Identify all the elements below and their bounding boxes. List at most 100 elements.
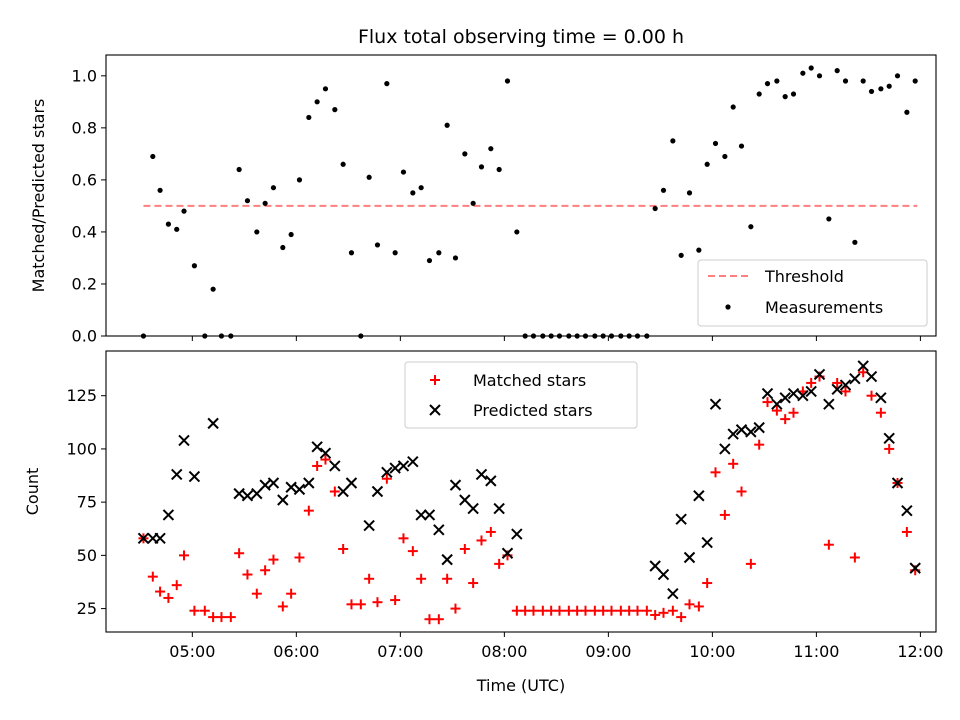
matched-star-point bbox=[433, 614, 444, 625]
measurement-point bbox=[444, 122, 450, 128]
predicted-star-point bbox=[745, 426, 757, 438]
measurement-point bbox=[670, 138, 676, 144]
measurement-point bbox=[322, 86, 329, 92]
measurement-point bbox=[236, 166, 242, 173]
measurement-point bbox=[816, 73, 823, 79]
matched-star-point bbox=[806, 377, 817, 388]
legend-measurements-label: Measurements bbox=[765, 298, 883, 317]
measurement-point bbox=[426, 257, 433, 264]
measurement-point bbox=[782, 94, 788, 100]
predicted-star-point bbox=[701, 536, 713, 549]
measurement-point bbox=[834, 68, 840, 74]
matched-star-point bbox=[372, 597, 383, 608]
top-y-axis-label: Matched/Predicted stars bbox=[29, 99, 48, 293]
measurement-point bbox=[800, 70, 806, 76]
top-y-tick-label: 0.6 bbox=[72, 170, 97, 189]
top-y-tick-label: 0.8 bbox=[72, 118, 97, 137]
legend-threshold-label: Threshold bbox=[764, 267, 844, 286]
matched-star-point bbox=[242, 569, 253, 580]
predicted-star-point bbox=[381, 466, 393, 479]
measurement-point bbox=[808, 65, 814, 71]
legend-predicted-swatch bbox=[429, 404, 441, 416]
predicted-star-point bbox=[467, 502, 479, 515]
measurement-point bbox=[894, 73, 901, 79]
measurement-point bbox=[756, 91, 762, 97]
matched-star-point bbox=[684, 599, 695, 610]
predicted-star-point bbox=[407, 455, 419, 468]
matched-star-point bbox=[606, 605, 617, 616]
measurement-point bbox=[790, 91, 797, 97]
predicted-star-point bbox=[875, 392, 887, 404]
measurement-point bbox=[904, 109, 910, 115]
matched-star-point bbox=[719, 509, 730, 520]
matched-star-point bbox=[580, 605, 591, 616]
predicted-star-point bbox=[657, 568, 670, 581]
measurement-point bbox=[400, 169, 407, 175]
measurement-point bbox=[244, 198, 251, 204]
matched-star-point bbox=[225, 612, 236, 623]
predicted-star-point bbox=[319, 447, 332, 459]
measurement-point bbox=[392, 250, 398, 256]
measurement-point bbox=[514, 229, 520, 235]
matched-star-point bbox=[234, 548, 245, 559]
predicted-star-point bbox=[233, 487, 245, 500]
measurement-point bbox=[165, 221, 172, 227]
bottom-x-tick-label: 10:00 bbox=[689, 642, 735, 661]
predicted-star-point bbox=[162, 509, 175, 521]
predicted-star-point bbox=[823, 398, 835, 410]
measurement-point bbox=[296, 177, 303, 183]
matched-star-point bbox=[866, 390, 877, 401]
matched-star-point bbox=[171, 580, 182, 591]
predicted-star-point bbox=[849, 372, 861, 385]
matched-star-point bbox=[189, 605, 200, 616]
bottom-y-tick-label: 125 bbox=[66, 386, 97, 405]
bottom-legend-box bbox=[404, 361, 638, 429]
bottom-legend: Matched stars Predicted stars bbox=[404, 361, 638, 429]
matched-star-point bbox=[407, 546, 418, 557]
measurement-point bbox=[912, 78, 918, 84]
top-y-tick-label: 0.4 bbox=[72, 222, 97, 241]
measurement-point bbox=[712, 140, 719, 147]
matched-star-point bbox=[216, 612, 227, 623]
predicted-star-point bbox=[337, 485, 349, 498]
measurement-point bbox=[678, 252, 684, 258]
predicted-star-point bbox=[805, 385, 817, 398]
predicted-star-point bbox=[831, 383, 843, 396]
matched-star-point bbox=[762, 397, 773, 408]
matched-star-point bbox=[286, 588, 297, 599]
predicted-star-point bbox=[865, 370, 878, 383]
matched-star-point bbox=[390, 595, 401, 606]
matched-star-point bbox=[728, 458, 739, 469]
predicted-star-point bbox=[891, 477, 904, 489]
measurement-point bbox=[868, 88, 875, 95]
chart-title: Flux total observing time = 0.00 h bbox=[358, 26, 684, 48]
predicted-star-point bbox=[363, 519, 375, 532]
matched-star-point bbox=[771, 405, 782, 416]
top-y-tick-label: 0.0 bbox=[72, 327, 97, 346]
matched-star-point bbox=[268, 554, 279, 565]
predicted-star-point bbox=[423, 509, 436, 521]
matched-star-point bbox=[754, 439, 765, 450]
predicted-star-point bbox=[293, 483, 306, 496]
matched-star-point bbox=[260, 565, 271, 576]
matched-star-point bbox=[398, 533, 409, 544]
measurement-point bbox=[366, 174, 372, 180]
matched-star-point bbox=[450, 603, 461, 614]
measurement-point bbox=[878, 86, 884, 92]
predicted-star-point bbox=[709, 398, 722, 410]
matched-star-point bbox=[849, 552, 860, 563]
measurement-point bbox=[314, 99, 320, 105]
measurement-point bbox=[418, 185, 424, 191]
bottom-y-tick-label: 50 bbox=[77, 546, 97, 565]
measurement-point bbox=[462, 151, 468, 157]
measurement-point bbox=[722, 153, 728, 160]
measurement-point bbox=[384, 81, 390, 87]
bottom-x-tick-label: 12:00 bbox=[897, 642, 943, 661]
matched-star-point bbox=[179, 550, 190, 561]
predicted-star-point bbox=[303, 477, 315, 489]
predicted-star-point bbox=[501, 547, 514, 559]
predicted-star-point bbox=[415, 509, 427, 521]
measurement-point bbox=[686, 190, 693, 196]
matched-star-point bbox=[745, 558, 756, 569]
matched-star-point bbox=[303, 505, 314, 516]
